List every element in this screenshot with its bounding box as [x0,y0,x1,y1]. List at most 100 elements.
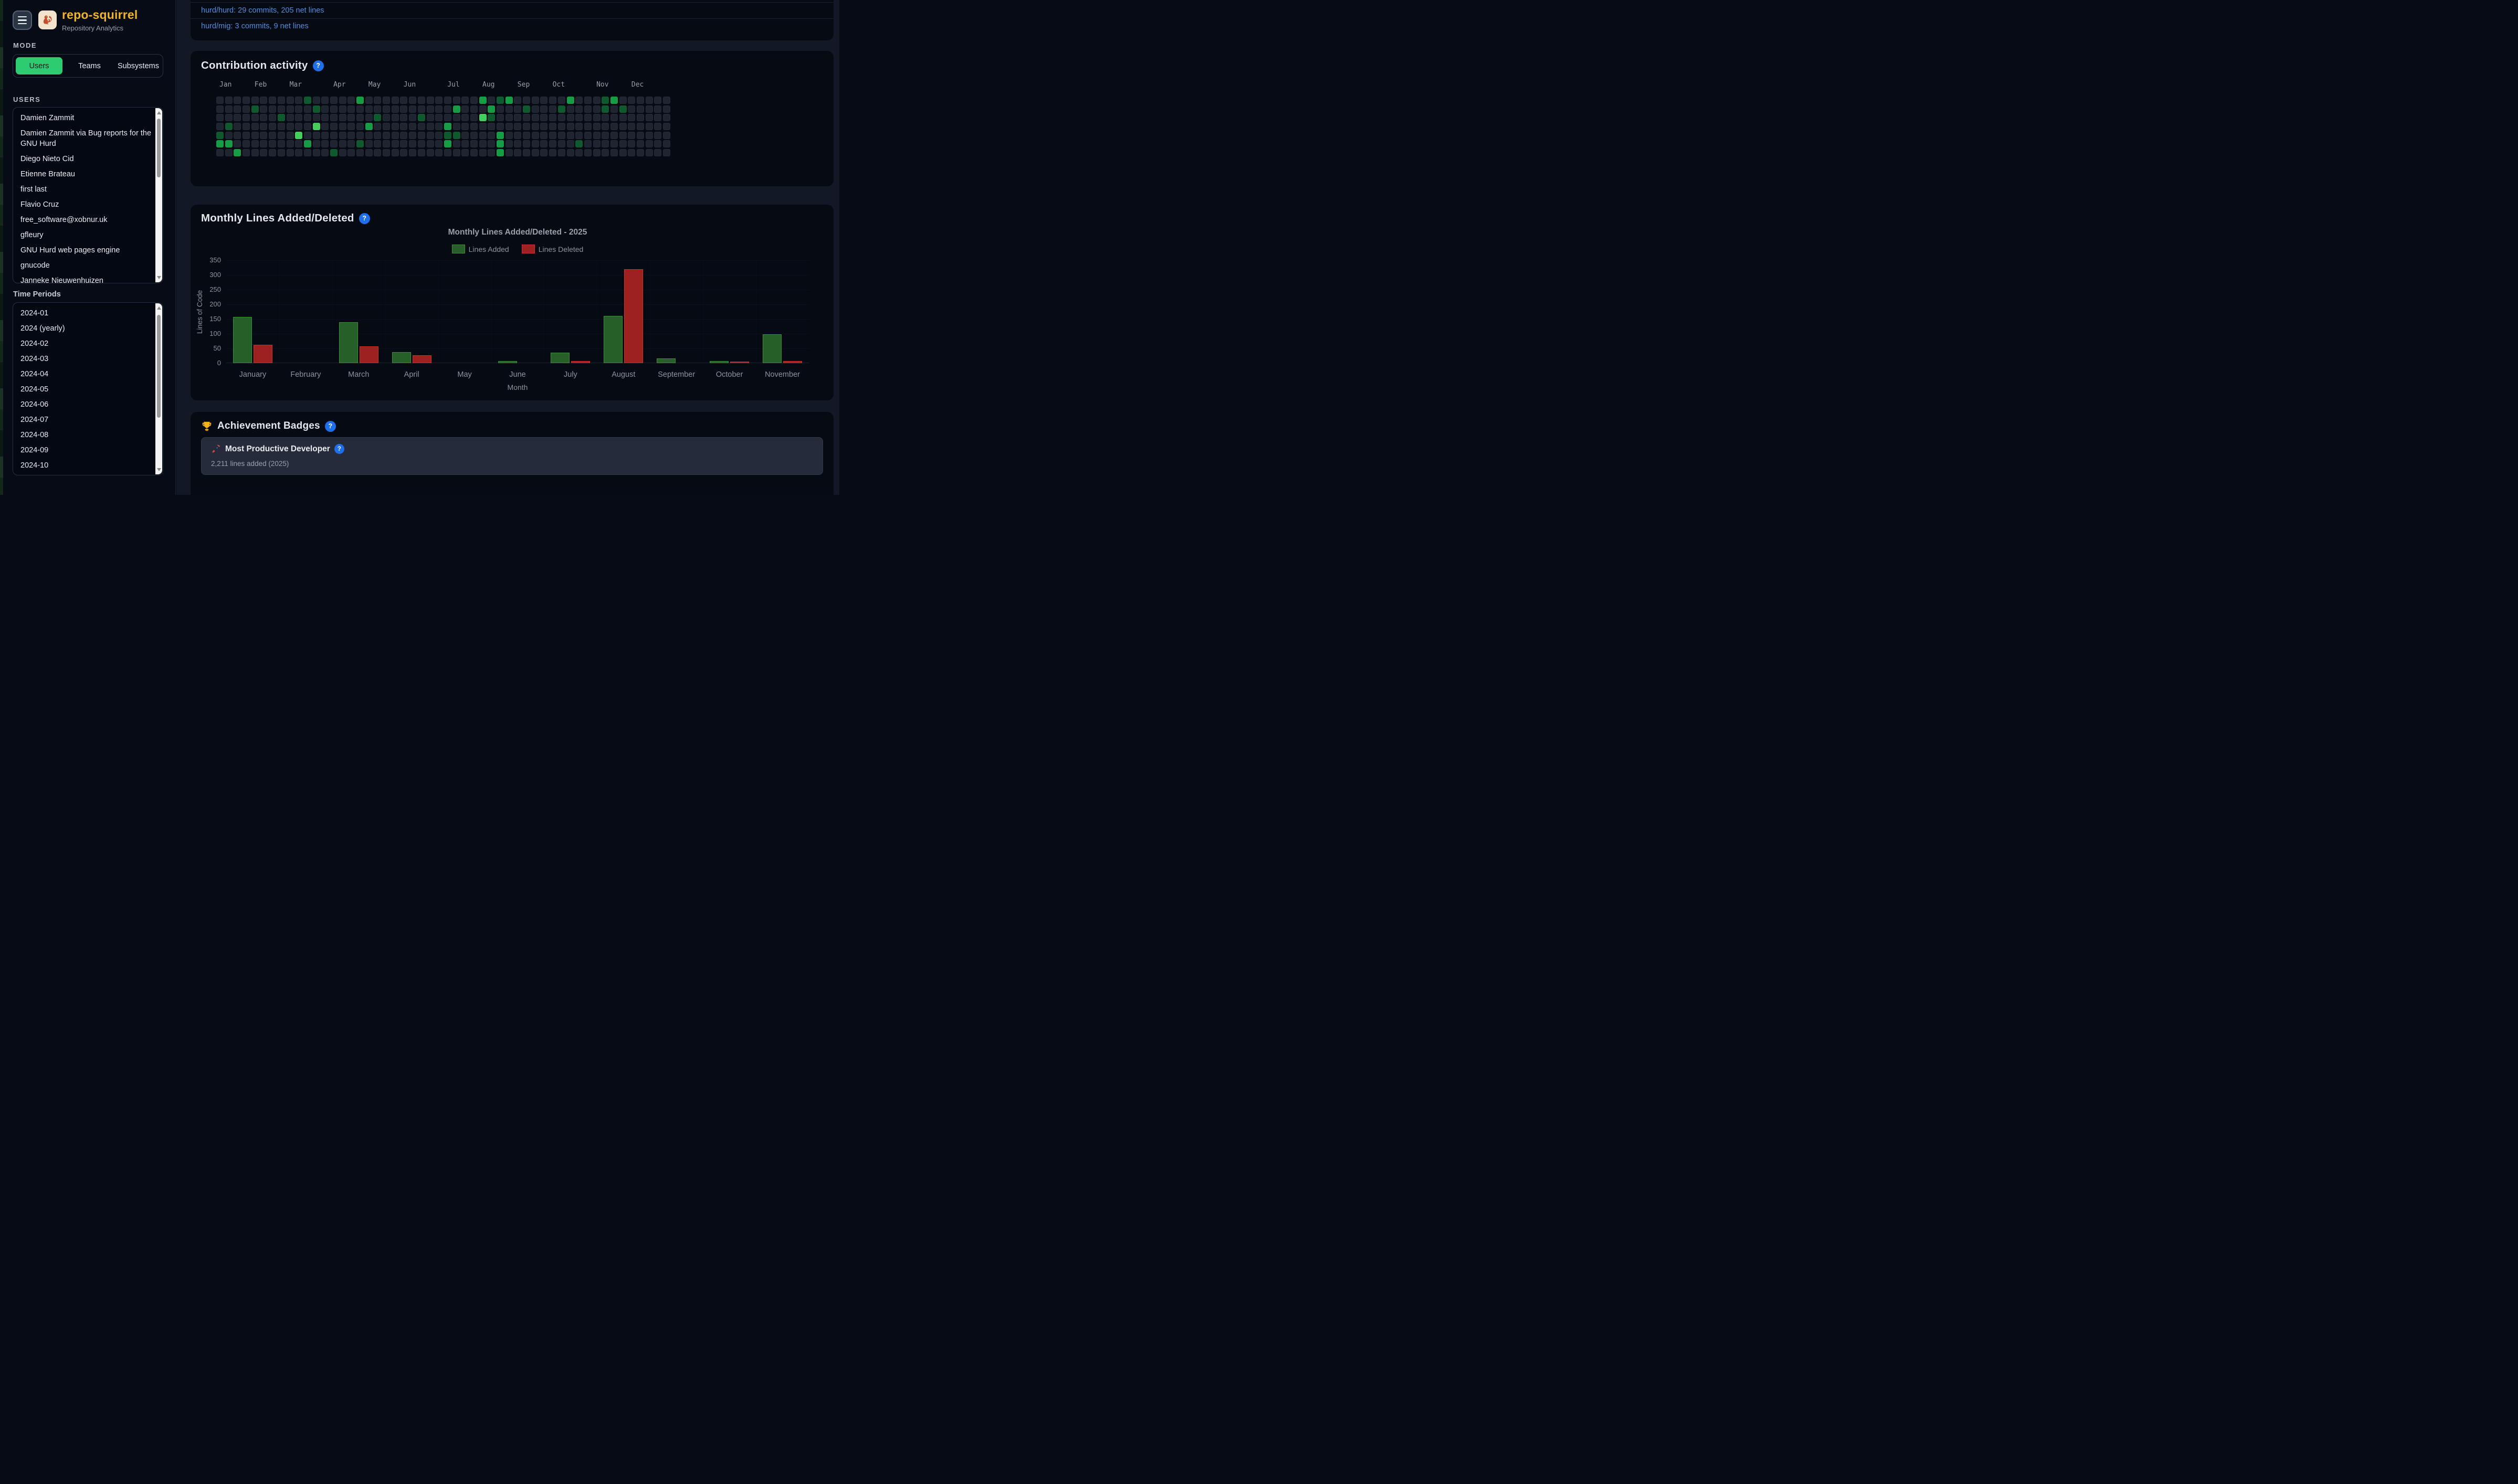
heatmap-cell[interactable] [383,140,391,148]
heatmap-cell[interactable] [216,114,224,122]
heatmap-cell[interactable] [286,114,294,122]
heatmap-cell[interactable] [216,131,224,139]
heatmap-cell[interactable] [374,105,382,113]
heatmap-cell[interactable] [514,105,522,113]
heatmap-cell[interactable] [523,131,531,139]
heatmap-cell[interactable] [225,114,233,122]
heatmap-cell[interactable] [444,149,451,157]
heatmap-cell[interactable] [295,114,303,122]
heatmap-cell[interactable] [417,105,425,113]
heatmap-cell[interactable] [400,97,408,104]
heatmap-cell[interactable] [461,149,469,157]
heatmap-cell[interactable] [383,105,391,113]
user-list-item[interactable]: Flavio Cruz [20,200,59,209]
heatmap-cell[interactable] [619,105,627,113]
heatmap-cell[interactable] [339,131,346,139]
heatmap-cell[interactable] [269,123,277,131]
heatmap-cell[interactable] [645,114,653,122]
heatmap-cell[interactable] [479,123,487,131]
heatmap-cell[interactable] [654,114,662,122]
heatmap-cell[interactable] [505,105,513,113]
heatmap-cell[interactable] [654,123,662,131]
heatmap-cell[interactable] [347,97,355,104]
heatmap-cell[interactable] [400,114,408,122]
heatmap-cell[interactable] [269,149,277,157]
heatmap-cell[interactable] [260,97,268,104]
heatmap-cell[interactable] [330,105,338,113]
bar-lines-added-october[interactable] [710,361,729,363]
heatmap-cell[interactable] [243,140,250,148]
heatmap-cell[interactable] [356,97,364,104]
heatmap-cell[interactable] [216,97,224,104]
heatmap-cell[interactable] [470,123,478,131]
heatmap-cell[interactable] [566,140,574,148]
heatmap-cell[interactable] [645,149,653,157]
heatmap-cell[interactable] [557,114,565,122]
heatmap-cell[interactable] [566,114,574,122]
heatmap-cell[interactable] [321,105,329,113]
user-list-item[interactable]: Damien Zammit via Bug reports for the GN… [20,129,152,148]
heatmap-cell[interactable] [365,131,373,139]
heatmap-cell[interactable] [216,149,224,157]
heatmap-cell[interactable] [637,140,644,148]
scroll-up-arrow-icon[interactable] [157,111,161,114]
heatmap-cell[interactable] [277,105,285,113]
heatmap-cell[interactable] [619,131,627,139]
heatmap-cell[interactable] [663,149,671,157]
heatmap-cell[interactable] [295,131,303,139]
heatmap-cell[interactable] [452,105,460,113]
heatmap-cell[interactable] [584,149,592,157]
time-period-item[interactable]: 2024-03 [20,355,49,363]
heatmap-cell[interactable] [619,114,627,122]
heatmap-cell[interactable] [593,105,600,113]
heatmap-cell[interactable] [452,114,460,122]
heatmap-cell[interactable] [234,105,241,113]
heatmap-cell[interactable] [663,131,671,139]
heatmap-cell[interactable] [575,105,583,113]
bar-lines-deleted-november[interactable] [783,361,803,363]
heatmap-cell[interactable] [260,140,268,148]
mode-tab-subsystems[interactable]: Subsystems [118,61,159,70]
scrollbar-thumb[interactable] [157,119,161,177]
heatmap-cell[interactable] [584,97,592,104]
heatmap-cell[interactable] [286,131,294,139]
user-list-item[interactable]: Damien Zammit [20,114,75,122]
heatmap-cell[interactable] [557,123,565,131]
heatmap-cell[interactable] [243,97,250,104]
heatmap-cell[interactable] [523,149,531,157]
heatmap-cell[interactable] [303,123,311,131]
heatmap-cell[interactable] [566,123,574,131]
heatmap-cell[interactable] [619,149,627,157]
heatmap-cell[interactable] [663,97,671,104]
heatmap-cell[interactable] [383,114,391,122]
heatmap-cell[interactable] [610,123,618,131]
heatmap-cell[interactable] [540,105,548,113]
heatmap-cell[interactable] [488,149,496,157]
user-list-item[interactable]: Janneke Nieuwenhuizen [20,277,103,283]
heatmap-cell[interactable] [260,105,268,113]
heatmap-cell[interactable] [426,114,434,122]
heatmap-cell[interactable] [637,123,644,131]
heatmap-cell[interactable] [417,97,425,104]
heatmap-cell[interactable] [251,149,259,157]
heatmap-cell[interactable] [637,131,644,139]
heatmap-cell[interactable] [417,149,425,157]
heatmap-cell[interactable] [549,149,557,157]
heatmap-cell[interactable] [593,123,600,131]
heatmap-cell[interactable] [488,97,496,104]
heatmap-cell[interactable] [479,131,487,139]
heatmap-cell[interactable] [575,123,583,131]
heatmap-cell[interactable] [374,123,382,131]
heatmap-cell[interactable] [330,140,338,148]
bar-lines-added-august[interactable] [604,316,623,363]
heatmap-cell[interactable] [286,140,294,148]
heatmap-cell[interactable] [312,97,320,104]
heatmap-cell[interactable] [628,97,636,104]
heatmap-cell[interactable] [549,131,557,139]
heatmap-cell[interactable] [339,123,346,131]
heatmap-cell[interactable] [435,123,443,131]
heatmap-cell[interactable] [330,131,338,139]
heatmap-cell[interactable] [593,149,600,157]
heatmap-cell[interactable] [243,131,250,139]
scroll-up-arrow-icon[interactable] [157,306,161,310]
